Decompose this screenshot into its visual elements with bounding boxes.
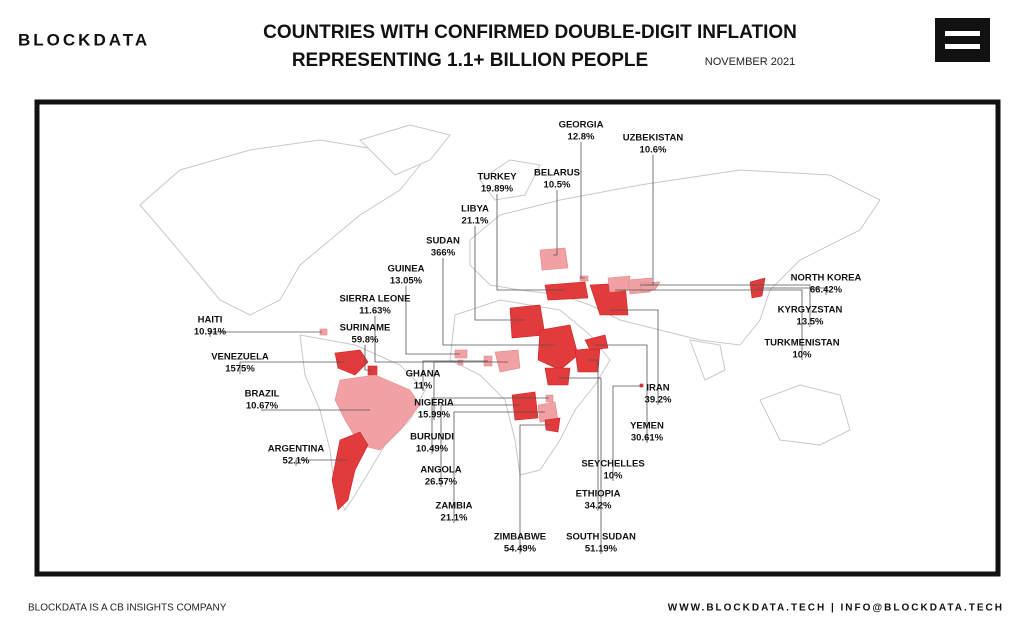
country-name: SIERRA LEONE — [340, 294, 411, 305]
country-name: BURUNDI — [410, 432, 454, 443]
country-name: SOUTH SUDAN — [566, 532, 636, 543]
country-inflation: 10.5% — [544, 180, 571, 191]
leader-line — [405, 286, 460, 355]
leader-line — [588, 359, 599, 511]
country-name: ETHIOPIA — [576, 489, 621, 500]
country-name: ZAMBIA — [436, 501, 473, 512]
country-inflation: 39.2% — [645, 395, 672, 406]
country-name: GEORGIA — [559, 120, 604, 131]
leader-line — [553, 190, 558, 256]
country-inflation: 13.05% — [390, 276, 423, 287]
country-inflation: 54.49% — [504, 544, 537, 555]
country-inflation: 10.6% — [640, 145, 667, 156]
country-inflation: 11% — [414, 381, 433, 392]
leader-line — [519, 424, 550, 554]
country-name: TURKEY — [477, 172, 517, 183]
country-name: NIGERIA — [414, 398, 454, 409]
country-name: VENEZUELA — [211, 352, 269, 363]
leader-line — [496, 194, 565, 291]
country-name: BRAZIL — [245, 389, 280, 400]
country-inflation: 10% — [792, 350, 812, 361]
country-name: KYRGYZSTAN — [778, 305, 843, 316]
leader-line — [612, 385, 641, 481]
country-name: SEYCHELLES — [581, 459, 644, 470]
leader-line — [364, 345, 372, 371]
leader-line — [440, 404, 520, 487]
country-name: ZIMBABWE — [494, 532, 546, 543]
leader-line — [453, 411, 545, 523]
country-name: HAITI — [198, 315, 223, 326]
country-name: ANGOLA — [420, 465, 461, 476]
leader-line — [442, 258, 555, 346]
country-inflation: 10.67% — [246, 401, 279, 412]
country-inflation: 10.91% — [194, 327, 227, 338]
world-outline — [139, 124, 881, 511]
country-inflation: 12.8% — [568, 132, 595, 143]
country-inflation: 59.8% — [352, 335, 379, 346]
leader-line — [615, 289, 803, 360]
leader-line — [261, 409, 370, 411]
leader-line — [431, 397, 549, 454]
country-inflation: 26.57% — [425, 477, 458, 488]
country-inflation: 66.42% — [810, 285, 843, 296]
country-name: SURINAME — [340, 323, 391, 334]
leader-line — [610, 309, 659, 405]
country-inflation: 10% — [603, 471, 623, 482]
country-inflation: 21.1% — [441, 513, 468, 524]
leader-line — [595, 344, 648, 443]
leader-line — [295, 459, 348, 466]
country-inflation: 34.2% — [585, 501, 612, 512]
leader-line — [580, 142, 585, 279]
footer-left: BLOCKDATA IS A CB INSIGHTS COMPANY — [28, 603, 227, 614]
country-inflation: 13.5% — [797, 317, 824, 328]
country-inflation: 52.1% — [283, 456, 310, 467]
leader-line — [209, 331, 322, 337]
highlighted-countries — [319, 247, 766, 511]
country-name: SUDAN — [426, 236, 460, 247]
country-name: BELARUS — [534, 168, 580, 179]
leader-lines — [209, 142, 827, 554]
country-name: LIBYA — [461, 204, 489, 215]
country-inflation: 15.99% — [418, 410, 451, 421]
country-inflation: 30.61% — [631, 433, 664, 444]
leader-line — [374, 316, 460, 363]
country-inflation: 1575% — [225, 364, 255, 375]
country-name: YEMEN — [630, 421, 664, 432]
country-inflation: 19.89% — [481, 184, 514, 195]
leader-line — [474, 226, 525, 321]
date: NOVEMBER 2021 — [705, 56, 795, 68]
country-name: ARGENTINA — [268, 444, 325, 455]
leader-line — [239, 361, 345, 374]
title-line-2: REPRESENTING 1.1+ BILLION PEOPLE — [292, 50, 648, 71]
leader-line — [645, 284, 811, 327]
country-inflation: 366% — [431, 248, 456, 259]
country-inflation: 10.49% — [416, 444, 449, 455]
logo: BLOCKDATA — [18, 30, 150, 49]
leader-line — [422, 360, 488, 391]
country-inflation: 11.63% — [359, 306, 391, 317]
leader-line — [433, 361, 508, 420]
country-name: GHANA — [406, 369, 441, 380]
country-name: GUINEA — [388, 264, 425, 275]
footer-right: WWW.BLOCKDATA.TECH | INFO@BLOCKDATA.TECH — [668, 603, 1004, 614]
leader-line — [757, 287, 827, 295]
country-name: NORTH KOREA — [791, 273, 862, 284]
brand-icon — [935, 18, 990, 62]
country-inflation: 21.1% — [462, 216, 489, 227]
country-name: IRAN — [646, 383, 669, 394]
leader-line — [558, 377, 602, 554]
country-name: UZBEKISTAN — [623, 133, 684, 144]
country-name: TURKMENISTAN — [764, 338, 839, 349]
country-inflation: 51.19% — [585, 544, 618, 555]
title-line-1: COUNTRIES WITH CONFIRMED DOUBLE-DIGIT IN… — [263, 22, 797, 43]
